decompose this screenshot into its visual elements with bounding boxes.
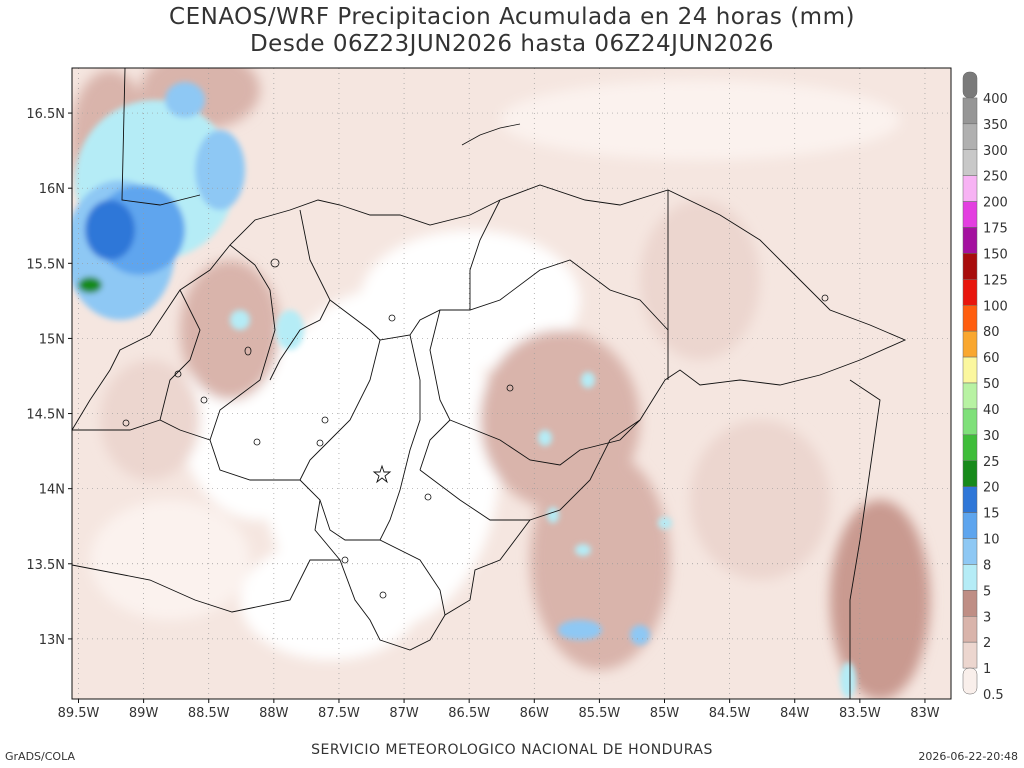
lon-label: 84.5W <box>709 706 751 721</box>
legend-swatch <box>962 305 978 332</box>
legend-swatch <box>962 382 978 410</box>
legend-swatch <box>962 330 978 358</box>
lon-label: 86W <box>520 706 550 721</box>
legend-swatch <box>962 227 978 254</box>
legend-label: 300 <box>983 144 1008 159</box>
legend-label: 25 <box>983 455 1000 470</box>
lon-label: 85.5W <box>578 706 620 721</box>
lat-label: 15N <box>39 332 65 347</box>
legend-swatch <box>962 253 978 280</box>
legend-swatch <box>962 71 978 99</box>
chart-title: CENAOS/WRF Precipitacion Acumulada en 24… <box>169 4 855 30</box>
footer-timestamp: 2026-06-22-20:48 <box>918 750 1018 763</box>
legend-swatch <box>962 434 978 462</box>
map-grid <box>72 68 951 699</box>
plot-frame <box>71 67 952 700</box>
legend-swatch <box>962 667 978 695</box>
legend-label: 5 <box>983 584 991 599</box>
legend-swatch <box>962 538 978 565</box>
legend-label: 40 <box>983 403 1000 418</box>
legend-label: 350 <box>983 118 1008 133</box>
legend-swatch <box>962 590 978 617</box>
lat-label: 16N <box>39 182 65 197</box>
legend-label: 15 <box>983 507 1000 522</box>
legend-label: 150 <box>983 247 1008 262</box>
lon-label: 88.5W <box>188 706 230 721</box>
lon-label: 89W <box>129 706 159 721</box>
lat-label: 16.5N <box>26 107 65 122</box>
lon-label: 85W <box>650 706 680 721</box>
legend-swatch <box>962 123 978 151</box>
precipitation-field <box>72 68 951 699</box>
lon-label: 89.5W <box>58 706 100 721</box>
legend-label: 100 <box>983 299 1008 314</box>
legend-swatch <box>962 460 978 487</box>
lon-label: 83W <box>910 706 940 721</box>
legend-label: 175 <box>983 222 1008 237</box>
lat-label: 14.5N <box>26 408 65 423</box>
legend-swatch <box>962 408 978 436</box>
lon-label: 87W <box>389 706 419 721</box>
legend-label: 1 <box>983 662 991 677</box>
lat-label: 13N <box>39 633 65 648</box>
legend-swatch <box>962 356 978 384</box>
legend-label: 125 <box>983 273 1008 288</box>
borders <box>71 67 907 699</box>
legend-label: 2 <box>983 636 991 651</box>
legend-swatch <box>962 564 978 591</box>
legend-label: 8 <box>983 558 991 573</box>
axis-ticks <box>68 112 926 703</box>
legend-label: 200 <box>983 196 1008 211</box>
legend-label: 0.5 <box>983 688 1004 703</box>
legend-swatch <box>962 175 978 202</box>
legend-label: 10 <box>983 533 1000 548</box>
legend-swatch <box>962 201 978 228</box>
lon-label: 83.5W <box>839 706 881 721</box>
latitude-labels: 16.5N 16N 15.5N 15N 14.5N 14N 13.5N 13N <box>26 107 65 648</box>
legend-label: 30 <box>983 429 1000 444</box>
lat-label: 15.5N <box>26 257 65 272</box>
legend-swatch <box>962 512 978 539</box>
chart-subtitle: Desde 06Z23JUN2026 hasta 06Z24JUN2026 <box>249 31 775 57</box>
legend-swatch <box>962 641 978 669</box>
legend-swatch <box>962 616 978 643</box>
footer-agency: SERVICIO METEOROLOGICO NACIONAL DE HONDU… <box>311 742 713 758</box>
island-markers <box>122 123 829 599</box>
footer-credit: GrADS/COLA <box>5 750 75 763</box>
legend-label: 20 <box>983 481 1000 496</box>
lat-label: 13.5N <box>26 558 65 573</box>
legend-swatch <box>962 279 978 306</box>
legend-label: 400 <box>983 92 1008 107</box>
capital-star-icon <box>372 464 392 484</box>
legend-label: 50 <box>983 377 1000 392</box>
lon-label: 86.5W <box>448 706 490 721</box>
lon-label: 87.5W <box>318 706 360 721</box>
legend-swatch <box>962 486 978 513</box>
legend-label: 60 <box>983 351 1000 366</box>
legend-label: 250 <box>983 170 1008 185</box>
legend-swatch <box>962 149 978 176</box>
legend-swatch <box>962 97 978 125</box>
longitude-labels: 89.5W 89W 88.5W 88W 87.5W 87W 86.5W 86W 85.5W 85W… <box>58 706 940 721</box>
lon-label: 84W <box>780 706 810 721</box>
lat-label: 14N <box>39 483 65 498</box>
legend-label: 3 <box>983 610 991 625</box>
legend-label: 80 <box>983 325 1000 340</box>
lon-label: 88W <box>259 706 289 721</box>
color-legend: 4003503002502001751501251008060504030252… <box>962 71 1008 703</box>
